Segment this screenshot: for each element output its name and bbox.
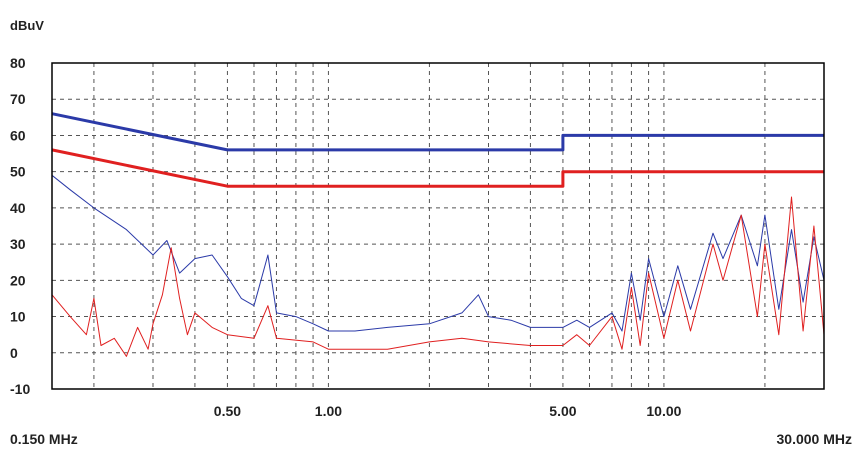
y-tick-label: 50 [10,164,26,180]
plot-frame [51,62,825,390]
y-tick-label: 20 [10,272,26,288]
y-tick-label: 60 [10,127,26,143]
x-stop-label: 30.000 MHz [777,431,852,447]
y-tick-label: 80 [10,55,26,71]
y-axis-unit-label: dBuV [10,18,44,33]
x-tick-labels: 0.50 1.00 5.00 10.00 [214,403,682,419]
limit-line-1 [51,112,824,152]
y-tick-labels: 80 70 60 50 40 30 20 10 0 -10 [10,55,30,397]
y-tick-label: 30 [10,236,26,252]
y-tick-label: 40 [10,200,26,216]
x-tick-label: 5.00 [549,403,576,419]
y-tick-label: 0 [10,345,18,361]
x-tick-label: 1.00 [315,403,342,419]
x-tick-label: 0.50 [214,403,241,419]
limit-line-2 [51,148,824,188]
x-tick-label: 10.00 [646,403,681,419]
y-tick-label: 10 [10,309,26,325]
measurement-trace-3 [51,174,825,332]
y-tick-label: -10 [10,381,30,397]
y-tick-label: 70 [10,91,26,107]
x-start-label: 0.150 MHz [10,431,78,447]
series-group [51,112,825,357]
measurement-trace-4 [51,196,825,357]
